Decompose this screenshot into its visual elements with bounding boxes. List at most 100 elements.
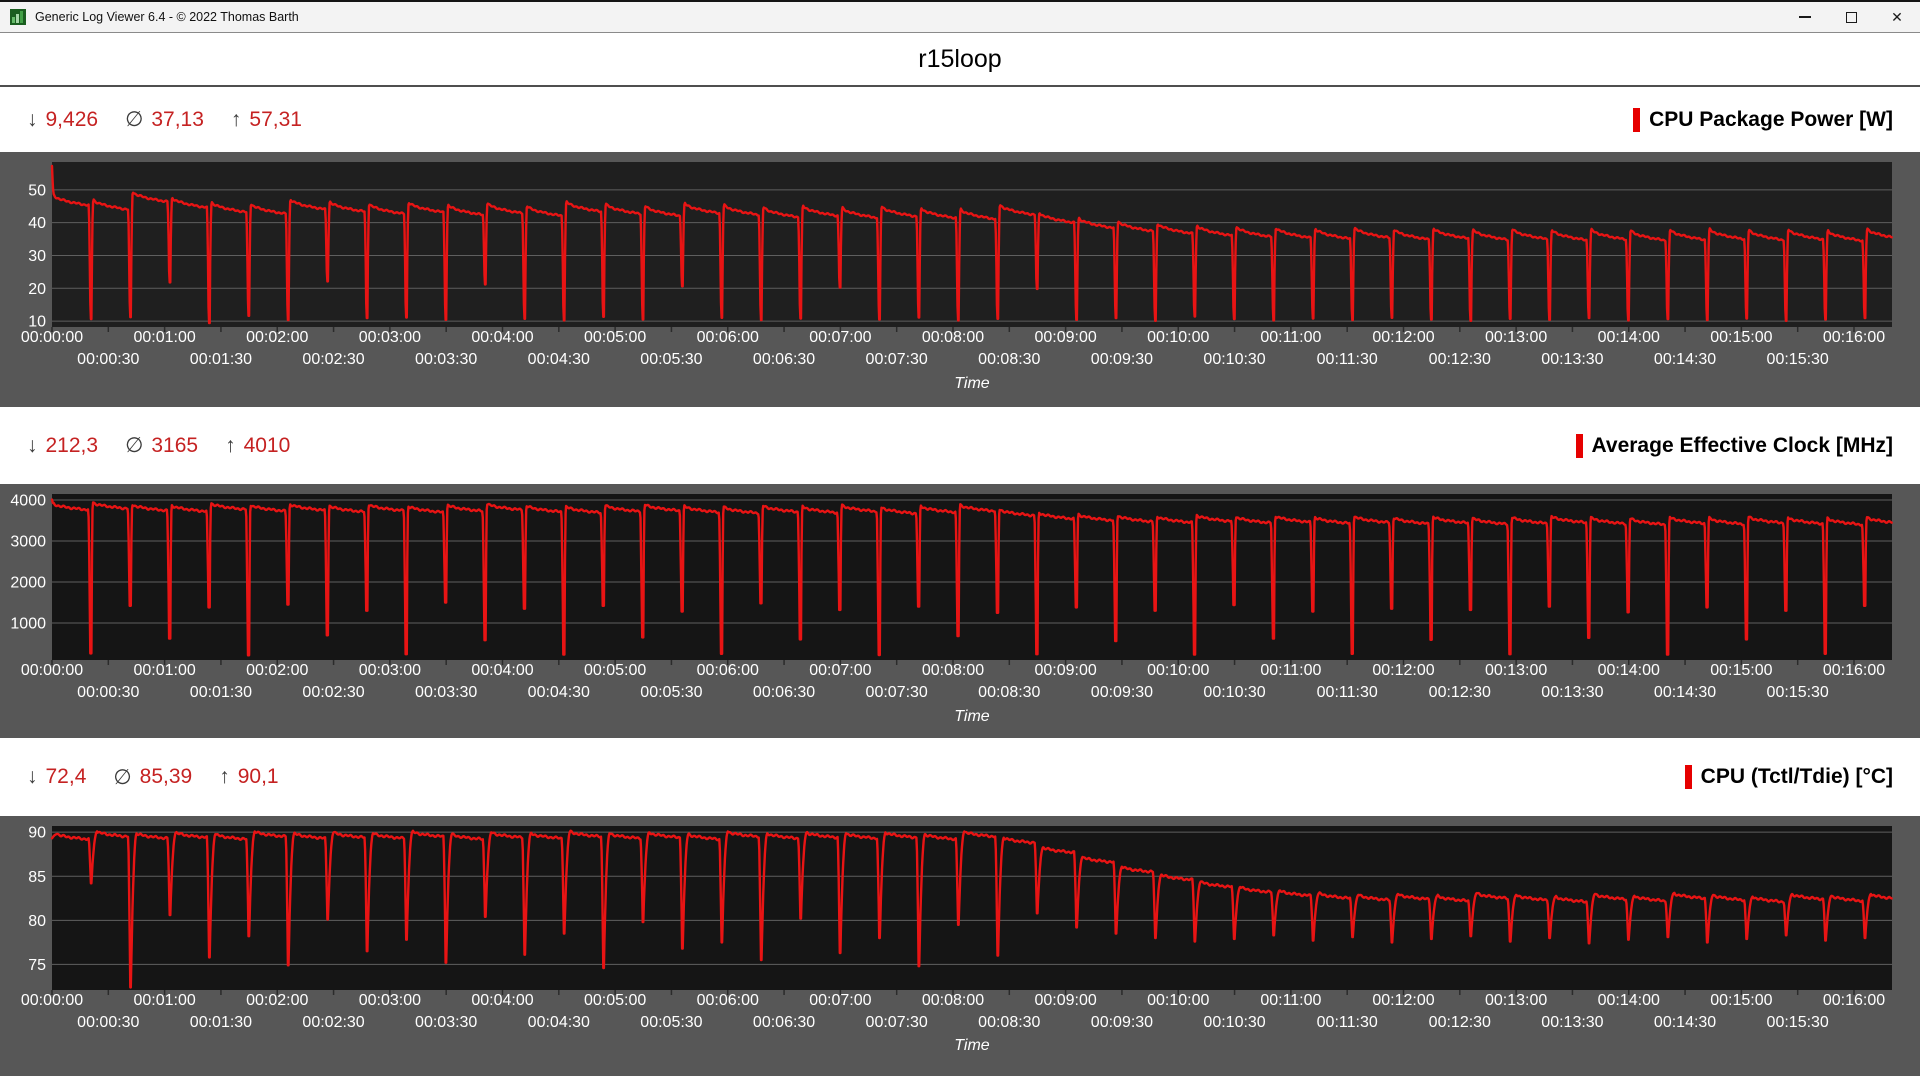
series-color-bar bbox=[1633, 107, 1641, 132]
svg-text:00:06:00: 00:06:00 bbox=[697, 662, 759, 679]
svg-text:1000: 1000 bbox=[10, 616, 46, 633]
stat-avg-value: 37,13 bbox=[151, 107, 204, 131]
svg-text:00:04:00: 00:04:00 bbox=[471, 329, 533, 346]
svg-text:00:06:30: 00:06:30 bbox=[753, 351, 815, 368]
stats-band: ↓ 212,3 ∅ 3165 ↑ 4010 Average Effective Clo… bbox=[0, 407, 1920, 484]
maximize-button[interactable] bbox=[1828, 2, 1874, 32]
page-title: r15loop bbox=[918, 44, 1002, 73]
svg-text:85: 85 bbox=[28, 869, 46, 886]
stat-min-value: 9,426 bbox=[45, 107, 99, 131]
svg-text:00:11:30: 00:11:30 bbox=[1317, 684, 1378, 701]
svg-text:00:02:30: 00:02:30 bbox=[302, 684, 364, 701]
svg-text:00:08:30: 00:08:30 bbox=[978, 684, 1040, 701]
avg-diameter-icon: ∅ bbox=[125, 108, 144, 131]
svg-text:00:08:30: 00:08:30 bbox=[978, 1014, 1040, 1031]
svg-text:Time: Time bbox=[954, 375, 990, 392]
svg-text:00:10:00: 00:10:00 bbox=[1147, 662, 1209, 679]
svg-text:00:16:00: 00:16:00 bbox=[1823, 662, 1885, 679]
svg-text:00:15:00: 00:15:00 bbox=[1710, 992, 1772, 1009]
svg-text:00:07:30: 00:07:30 bbox=[866, 351, 928, 368]
svg-text:00:12:30: 00:12:30 bbox=[1429, 684, 1491, 701]
svg-text:00:04:00: 00:04:00 bbox=[471, 992, 533, 1009]
svg-text:00:04:30: 00:04:30 bbox=[528, 351, 590, 368]
svg-text:00:08:00: 00:08:00 bbox=[922, 329, 984, 346]
max-arrow-icon: ↑ bbox=[230, 107, 242, 131]
chart-canvas-cpu-temperature[interactable]: 90 85 80 75 00:00:00 00:01:00 00:02:00 00:03:00… bbox=[0, 816, 1920, 1076]
chart-canvas-effective-clock[interactable]: 4000 3000 2000 1000 00:00:00 00:01:00 00:02:00… bbox=[0, 484, 1920, 738]
svg-text:00:11:30: 00:11:30 bbox=[1317, 1014, 1378, 1031]
svg-text:00:02:30: 00:02:30 bbox=[302, 351, 364, 368]
svg-text:00:15:00: 00:15:00 bbox=[1710, 662, 1772, 679]
series-label: Average Effective Clock [MHz] bbox=[1575, 433, 1893, 458]
svg-text:00:10:30: 00:10:30 bbox=[1203, 351, 1265, 368]
svg-text:00:14:00: 00:14:00 bbox=[1598, 329, 1660, 346]
svg-text:Time: Time bbox=[954, 1037, 990, 1054]
svg-text:00:13:30: 00:13:30 bbox=[1541, 1014, 1603, 1031]
svg-text:00:04:30: 00:04:30 bbox=[528, 684, 590, 701]
stat-max: ↑ 57,31 bbox=[231, 108, 302, 132]
close-icon: ✕ bbox=[1891, 9, 1903, 25]
svg-text:00:05:00: 00:05:00 bbox=[584, 662, 646, 679]
svg-text:00:12:00: 00:12:00 bbox=[1372, 992, 1434, 1009]
minimize-button[interactable] bbox=[1782, 2, 1828, 32]
series-label: CPU Package Power [W] bbox=[1633, 107, 1893, 132]
svg-text:00:01:30: 00:01:30 bbox=[190, 684, 252, 701]
svg-text:00:13:00: 00:13:00 bbox=[1485, 329, 1547, 346]
svg-text:00:00:00: 00:00:00 bbox=[21, 992, 83, 1009]
svg-text:00:12:00: 00:12:00 bbox=[1372, 662, 1434, 679]
stat-avg: ∅ 3165 bbox=[125, 433, 198, 458]
svg-text:00:07:00: 00:07:00 bbox=[809, 992, 871, 1009]
svg-text:00:16:00: 00:16:00 bbox=[1823, 992, 1885, 1009]
svg-text:00:04:30: 00:04:30 bbox=[528, 1014, 590, 1031]
svg-text:00:06:00: 00:06:00 bbox=[697, 329, 759, 346]
svg-text:00:06:00: 00:06:00 bbox=[697, 992, 759, 1009]
svg-text:00:09:30: 00:09:30 bbox=[1091, 684, 1153, 701]
svg-text:00:13:30: 00:13:30 bbox=[1541, 684, 1603, 701]
stat-max: ↑ 90,1 bbox=[219, 765, 278, 789]
stat-min-value: 72,4 bbox=[45, 765, 87, 788]
stat-min-value: 212,3 bbox=[45, 433, 99, 457]
stats-band: ↓ 9,426 ∅ 37,13 ↑ 57,31 CPU Package Power [… bbox=[0, 87, 1920, 152]
svg-text:00:08:00: 00:08:00 bbox=[922, 662, 984, 679]
svg-text:40: 40 bbox=[28, 215, 46, 232]
max-arrow-icon: ↑ bbox=[219, 765, 230, 788]
svg-text:00:08:30: 00:08:30 bbox=[978, 351, 1040, 368]
min-arrow-icon: ↓ bbox=[27, 433, 38, 457]
svg-text:00:01:00: 00:01:00 bbox=[133, 992, 195, 1009]
svg-text:00:15:30: 00:15:30 bbox=[1767, 684, 1829, 701]
svg-text:00:15:30: 00:15:30 bbox=[1767, 1014, 1829, 1031]
svg-text:00:05:00: 00:05:00 bbox=[584, 329, 646, 346]
svg-text:4000: 4000 bbox=[10, 492, 46, 509]
svg-text:00:02:00: 00:02:00 bbox=[246, 992, 308, 1009]
svg-text:00:14:30: 00:14:30 bbox=[1654, 684, 1716, 701]
maximize-icon bbox=[1845, 11, 1857, 23]
svg-text:00:02:00: 00:02:00 bbox=[246, 662, 308, 679]
close-button[interactable]: ✕ bbox=[1874, 2, 1920, 32]
svg-text:00:00:00: 00:00:00 bbox=[21, 662, 83, 679]
svg-text:3000: 3000 bbox=[10, 533, 46, 550]
svg-text:00:14:00: 00:14:00 bbox=[1598, 662, 1660, 679]
stats-band: ↓ 72,4 ∅ 85,39 ↑ 90,1 CPU (Tctl/Tdie) [°C] bbox=[0, 738, 1920, 816]
svg-text:00:08:00: 00:08:00 bbox=[922, 992, 984, 1009]
stat-avg: ∅ 85,39 bbox=[113, 765, 192, 790]
svg-text:00:07:00: 00:07:00 bbox=[809, 329, 871, 346]
svg-text:00:09:30: 00:09:30 bbox=[1091, 351, 1153, 368]
min-arrow-icon: ↓ bbox=[27, 107, 38, 131]
svg-text:50: 50 bbox=[28, 182, 46, 199]
svg-text:75: 75 bbox=[28, 957, 46, 974]
svg-text:00:14:30: 00:14:30 bbox=[1654, 1014, 1716, 1031]
svg-text:00:07:30: 00:07:30 bbox=[866, 1014, 928, 1031]
chart-canvas-cpu-package-power[interactable]: 50 40 30 20 1000:00:00 00:01:00 00:02:00 00:03:… bbox=[0, 152, 1920, 407]
svg-text:00:03:30: 00:03:30 bbox=[415, 351, 477, 368]
stats-group: ↓ 9,426 ∅ 37,13 ↑ 57,31 bbox=[27, 107, 329, 132]
page-title-band: r15loop bbox=[0, 33, 1920, 87]
svg-text:00:04:00: 00:04:00 bbox=[471, 662, 533, 679]
chart-section-effective-clock: ↓ 212,3 ∅ 3165 ↑ 4010 Average Effective Clo… bbox=[0, 407, 1920, 738]
minimize-icon bbox=[1799, 16, 1811, 18]
svg-text:00:10:30: 00:10:30 bbox=[1203, 684, 1265, 701]
svg-text:10: 10 bbox=[28, 314, 46, 331]
svg-text:00:03:00: 00:03:00 bbox=[359, 662, 421, 679]
svg-text:80: 80 bbox=[28, 913, 46, 930]
svg-text:00:10:30: 00:10:30 bbox=[1203, 1014, 1265, 1031]
series-label-text: CPU (Tctl/Tdie) [°C] bbox=[1700, 765, 1893, 788]
